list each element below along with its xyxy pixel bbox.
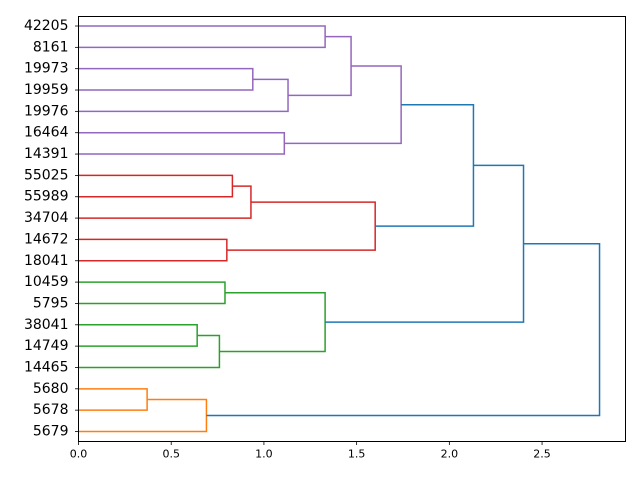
y-axis-ticks: 42205 8161 19973 19959 19976 16464 14391 55025 5… [24,18,79,440]
leaf-label: 14391 [24,146,69,162]
x-tick-label: 1.5 [348,448,366,461]
leaf-label: 5795 [33,295,69,311]
leaf-label: 8161 [33,39,69,55]
dendrogram-links [78,25,601,433]
leaf-label: 5680 [33,381,69,397]
leaf-label: 38041 [24,317,69,333]
leaf-label: 14465 [24,359,69,375]
dendrogram-link-n19 [206,243,601,417]
x-tick-label: 1.0 [255,448,273,461]
leaf-label: 16464 [24,125,69,141]
leaf-label: 55989 [24,189,69,205]
plot-frame [78,16,626,442]
leaf-label: 55025 [24,167,69,183]
x-tick-label: 2.5 [533,448,551,461]
leaf-label: 42205 [24,18,69,34]
x-tick-label: 0.5 [162,448,180,461]
leaf-label: 18041 [24,253,69,269]
leaf-label: 19976 [24,103,69,119]
leaf-label: 19959 [24,82,69,98]
leaf-label: 14672 [24,231,69,247]
leaf-label: 5679 [33,424,69,440]
leaf-label: 14749 [24,338,69,354]
leaf-label: 5678 [33,402,69,418]
leaf-label: 19973 [24,61,69,77]
x-axis-ticks: 0.0 0.5 1.0 1.5 2.0 2.5 [70,441,551,461]
x-tick-label: 2.0 [441,448,459,461]
leaf-label: 10459 [24,274,69,290]
leaf-label: 34704 [24,210,69,226]
x-tick-label: 0.0 [70,448,88,461]
